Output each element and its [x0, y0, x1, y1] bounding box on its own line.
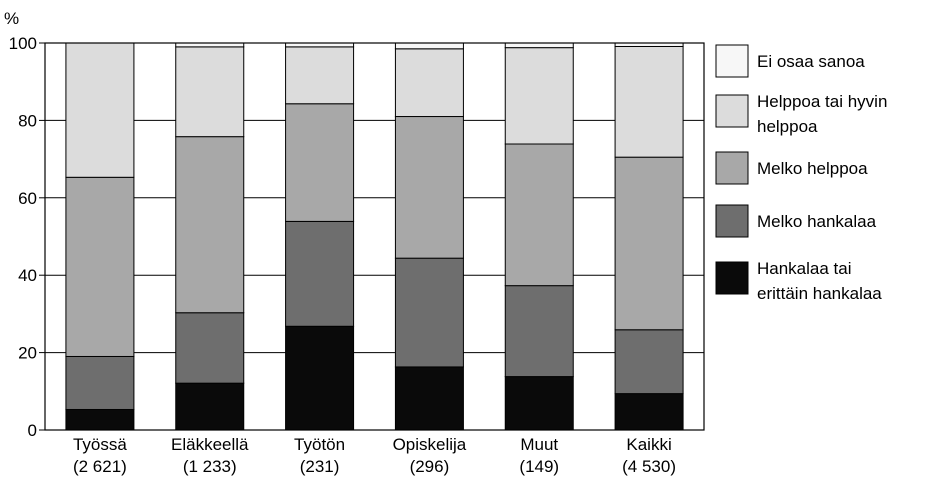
bar-segment	[175, 136, 245, 314]
bar-segment	[394, 257, 464, 368]
bar-segment	[614, 393, 684, 431]
x-category-label: (4 530)	[622, 457, 676, 476]
bars	[65, 42, 684, 431]
x-category-label: (149)	[519, 457, 559, 476]
bar-segment	[394, 116, 464, 259]
x-category-label: (1 233)	[183, 457, 237, 476]
bar-segment	[394, 366, 464, 431]
x-category-label: Työssä	[73, 435, 127, 454]
x-category-label: Muut	[520, 435, 558, 454]
bar-segment	[614, 45, 684, 158]
x-category-label: (296)	[410, 457, 450, 476]
legend-swatch	[715, 44, 749, 78]
legend-swatch	[715, 261, 749, 295]
x-category-label: Kaikki	[626, 435, 671, 454]
legend-label: Helppoa tai hyvin	[757, 92, 887, 111]
y-axis-ticks: 0 20 40 60 80 100	[9, 34, 45, 440]
legend-label: Ei osaa sanoa	[757, 52, 865, 71]
legend-label: Melko helppoa	[757, 159, 868, 178]
legend-label: helppoa	[757, 117, 818, 136]
grid-lines	[45, 119, 704, 354]
y-tick-label: 80	[18, 111, 37, 130]
legend-swatch	[715, 151, 749, 185]
bar-segment	[175, 312, 245, 384]
bar-segment	[614, 156, 684, 331]
y-tick-label: 40	[18, 266, 37, 285]
legend-label: Hankalaa tai	[757, 259, 852, 278]
x-category-label: Opiskelija	[393, 435, 467, 454]
bar-segment	[504, 285, 574, 378]
bar-segment	[504, 47, 574, 145]
legend: Ei osaa sanoa Helppoa tai hyvin helppoa Mel…	[715, 44, 887, 303]
y-tick-label: 20	[18, 344, 37, 363]
x-category-label: Työtön	[294, 435, 345, 454]
bar-segment	[504, 376, 574, 431]
bar-segment	[394, 48, 464, 118]
legend-label: Melko hankalaa	[757, 212, 877, 231]
bar-segment	[285, 103, 355, 222]
bar-segment	[614, 329, 684, 395]
plot-border	[44, 42, 705, 431]
bar-segment	[504, 143, 574, 287]
bar-segment	[504, 42, 574, 49]
y-axis-label: %	[4, 9, 19, 28]
x-category-label: (2 621)	[73, 457, 127, 476]
y-tick-label: 100	[9, 34, 37, 53]
bar-segment	[394, 42, 464, 50]
bar-segment	[175, 382, 245, 431]
x-category-label: (231)	[300, 457, 340, 476]
plot-frame	[44, 42, 705, 431]
bar-segment	[65, 176, 135, 357]
x-axis-categories: Työssä (2 621) Eläkkeellä (1 233) Työtön (231…	[73, 435, 676, 476]
legend-swatch	[715, 94, 749, 128]
y-tick-label: 60	[18, 189, 37, 208]
bar-segment	[65, 355, 135, 410]
bar-segment	[285, 325, 355, 431]
x-category-label: Eläkkeellä	[171, 435, 249, 454]
bar-segment	[175, 46, 245, 138]
legend-swatch	[715, 204, 749, 238]
bar-segment	[65, 408, 135, 431]
bar-segment	[285, 220, 355, 327]
bar-segment	[65, 42, 135, 178]
bar-segment	[285, 46, 355, 105]
y-tick-label: 0	[28, 421, 37, 440]
legend-label: erittäin hankalaa	[757, 284, 882, 303]
